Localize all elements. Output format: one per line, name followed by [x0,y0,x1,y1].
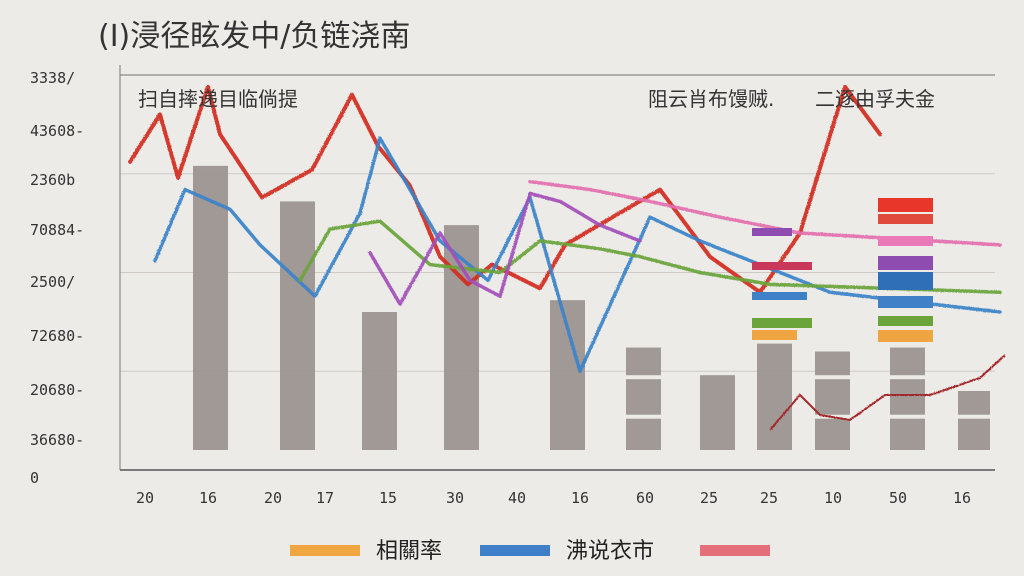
legend-swatch [700,545,770,556]
stripe [752,228,792,236]
y-tick-label: 43608- [30,122,84,140]
x-tick-label: 25 [700,489,718,507]
y-tick-label: 3338/ [30,69,75,87]
x-tick-label: 20 [136,489,154,507]
bar [444,225,479,450]
annotation-left: 扫自摔递目临倘提 [138,87,298,111]
x-tick-label: 16 [571,489,589,507]
x-tick-label: 50 [889,489,907,507]
y-tick-label: 70884- [30,221,84,239]
series-line-4 [528,179,1002,247]
stripe [752,330,797,340]
bar [815,351,850,450]
bar [958,391,990,450]
bar [700,375,735,450]
stripe [878,214,933,224]
x-tick-label: 17 [316,489,334,507]
bar-gap [626,414,661,419]
y-axis-ticks: 3338/43608- 2360b 70884- 2500/72680- 20680- 3… [30,69,84,487]
bar [280,201,315,450]
x-tick-label: 16 [953,489,971,507]
x-axis-ticks: 20 16 20 17 15 30 40 16 60 25 25 10 50 16 [136,489,971,507]
bars [193,165,993,450]
x-tick-label: 40 [508,489,526,507]
legend: 相關率 沸说衣市 [290,539,770,564]
y-tick-label: 36680- [30,431,84,449]
bar-gap [890,414,925,419]
y-tick-label: 2500/ [30,273,75,291]
x-tick-label: 10 [824,489,842,507]
stripe [878,256,933,270]
bar [626,347,661,450]
stripe [878,272,933,290]
x-tick-label: 20 [264,489,282,507]
stripe [878,316,933,326]
stripe [752,318,812,328]
bar-gap [890,375,925,380]
legend-swatch [290,545,360,556]
annotation-right2: 二逐由孚夫金 [815,87,935,111]
series-line-0 [128,84,882,295]
legend-label: 相關率 [376,539,442,564]
series-line-3 [368,191,642,306]
x-tick-label: 30 [446,489,464,507]
series-tail [769,354,1006,431]
stripe [878,198,933,212]
right-stripes [752,198,933,342]
y-tick-label: 20680- [30,381,84,399]
bar-gap [958,414,993,419]
x-tick-label: 16 [199,489,217,507]
stripe [752,292,807,300]
x-tick-label: 15 [379,489,397,507]
legend-label: 沸说衣市 [566,539,654,564]
bar [757,343,792,450]
bar-gap [626,375,661,380]
series-lines [128,84,1006,431]
legend-swatch [480,545,550,556]
chart-title: (I)浸径眩发中/负链浇南 [98,19,410,54]
bar [362,312,397,450]
bar-gap [815,375,850,380]
grid-lines [119,65,995,471]
bar-gap [958,375,993,380]
x-tick-label: 25 [760,489,778,507]
stripe [878,236,933,246]
stripe [878,296,933,308]
y-tick-label: 2360b [30,171,75,189]
bar [890,347,925,450]
y-tick-label: 72680- [30,327,84,345]
bar [193,165,228,450]
stripe [878,330,933,342]
y-tick-label: 0 [30,469,39,487]
stripe [752,262,812,270]
series-line-2 [298,219,1002,294]
x-tick-label: 60 [636,489,654,507]
annotation-right: 阻云肖布馒贼. [648,87,774,111]
series-line-1 [153,136,1002,373]
